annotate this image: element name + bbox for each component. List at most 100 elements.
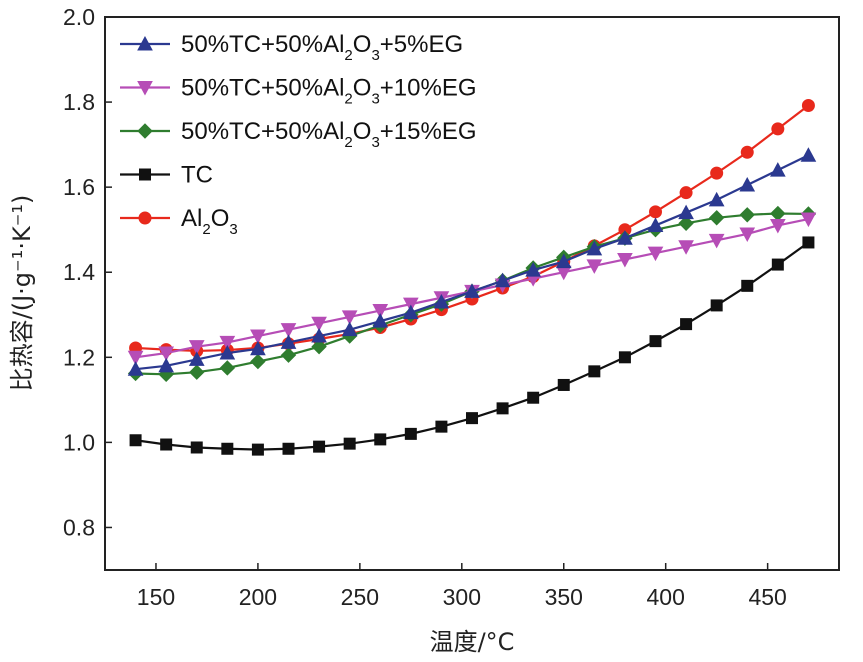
data-point — [708, 210, 725, 226]
data-point — [466, 412, 478, 425]
legend-label-part: 2 — [344, 91, 352, 108]
legend-label-part: +15%EG — [380, 118, 477, 145]
legend-label-part: 3 — [371, 91, 379, 108]
y-axis-title: 比热容/(J·g⁻¹·K⁻¹) — [8, 195, 36, 392]
data-point — [800, 147, 817, 162]
data-point — [800, 212, 817, 228]
data-point — [221, 442, 234, 455]
legend-label-part: 3 — [371, 134, 379, 151]
legend-label-part: O — [353, 31, 372, 58]
x-axis-title: 温度/°C — [430, 628, 515, 656]
data-point — [680, 318, 693, 331]
legend-label-part: 2 — [202, 221, 210, 238]
data-point — [311, 338, 327, 355]
plot-area — [104, 16, 840, 571]
data-point — [433, 293, 450, 309]
legend-entry: 50%TC+50%Al2O3+5%EG — [120, 31, 463, 64]
data-point — [678, 240, 694, 255]
legend-label-part: +5%EG — [380, 31, 463, 58]
legend-marker — [137, 123, 153, 139]
y-tick-label: 1.6 — [63, 174, 95, 200]
x-tick-label: 250 — [341, 584, 379, 610]
data-point — [341, 321, 358, 337]
legend-label-part: 3 — [229, 221, 237, 238]
legend-entry: Al2O3 — [120, 205, 238, 238]
data-point — [250, 353, 266, 370]
legend-label-part: 2 — [344, 134, 352, 151]
data-point — [708, 191, 725, 207]
data-point — [678, 204, 694, 220]
data-point — [219, 344, 236, 360]
data-point — [527, 391, 540, 404]
data-point — [435, 420, 448, 433]
data-point — [525, 262, 542, 277]
data-point — [280, 323, 297, 338]
y-tick-label: 0.8 — [63, 514, 95, 540]
legend-label-part: 50%TC+50%Al — [181, 75, 344, 102]
y-tick-label: 1.8 — [63, 89, 95, 115]
data-point — [769, 162, 786, 177]
x-tick-label: 450 — [748, 584, 786, 610]
x-tick-label: 200 — [239, 584, 277, 610]
data-point — [188, 340, 205, 355]
data-point — [129, 434, 142, 447]
data-point — [679, 186, 693, 200]
data-point — [219, 335, 236, 351]
data-point — [341, 310, 358, 325]
data-point — [127, 361, 144, 376]
data-point — [802, 236, 815, 249]
data-point — [801, 98, 815, 112]
data-point — [251, 443, 264, 456]
legend-marker — [139, 168, 151, 181]
legend-marker — [137, 81, 153, 96]
data-point — [647, 246, 664, 262]
data-point — [617, 252, 633, 268]
data-point — [343, 437, 356, 450]
data-point — [678, 215, 694, 232]
data-point — [586, 259, 603, 274]
x-tick-label: 150 — [137, 584, 175, 610]
legend-label-part: O — [211, 205, 230, 232]
legend-entry: 50%TC+50%Al2O3+10%EG — [120, 75, 477, 108]
data-point — [769, 218, 786, 234]
legend-label: 50%TC+50%Al2O3+15%EG — [181, 118, 477, 151]
data-point — [189, 364, 205, 380]
data-point — [496, 402, 509, 415]
data-point — [190, 441, 203, 454]
data-point — [739, 227, 756, 243]
series-TC — [129, 236, 815, 456]
legend-label-part: 50%TC+50%Al — [181, 31, 344, 58]
axis-ticks: 150 200 250 300 350 400 450 0.8 1.0 1.2 1.4 1.6 1.8 2… — [63, 4, 787, 610]
y-tick-label: 2.0 — [63, 4, 95, 30]
data-point — [710, 166, 724, 180]
data-point — [311, 316, 327, 332]
data-point — [127, 350, 144, 366]
data-point — [617, 230, 633, 245]
legend: 50%TC+50%Al2O3+5%EG50%TC+50%Al2O3+10%EG5… — [120, 31, 477, 238]
legend-label-part: 50%TC+50%Al — [181, 118, 344, 145]
legend-marker — [137, 35, 153, 51]
data-point — [280, 334, 297, 349]
legend-label: Al2O3 — [181, 205, 238, 238]
y-tick-label: 1.0 — [63, 429, 95, 455]
data-point — [372, 304, 389, 319]
legend-label-part: Al — [181, 205, 202, 232]
data-point — [649, 205, 662, 219]
data-point — [311, 327, 327, 343]
data-point — [710, 299, 723, 312]
legend-label-part: TC — [181, 162, 213, 189]
data-point — [739, 207, 755, 223]
data-point — [740, 145, 754, 159]
series-layer — [127, 98, 817, 456]
data-point — [160, 438, 173, 451]
data-point — [158, 357, 175, 373]
data-point — [219, 360, 236, 376]
data-point — [374, 433, 387, 446]
data-point — [494, 272, 511, 288]
legend-marker — [138, 211, 152, 225]
data-point — [557, 378, 570, 391]
y-tick-label: 1.4 — [63, 259, 95, 285]
data-point — [771, 122, 785, 136]
